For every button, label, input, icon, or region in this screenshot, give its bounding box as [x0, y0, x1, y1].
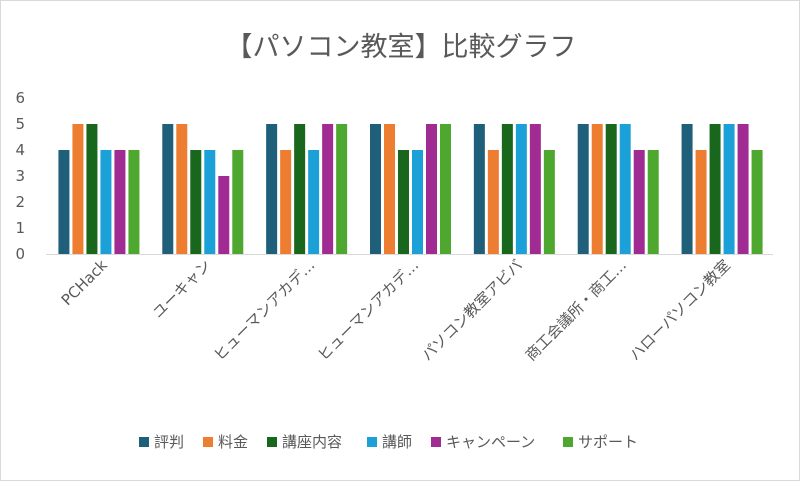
bar: [709, 124, 721, 254]
bar: [737, 124, 749, 254]
bar: [176, 124, 188, 254]
bar: [336, 124, 348, 254]
bar: [647, 150, 659, 254]
bar: [681, 124, 693, 254]
bar: [440, 124, 451, 254]
bar: [72, 124, 84, 254]
bar: [294, 124, 306, 254]
x-tick-label: パソコン教室アビバ: [418, 256, 526, 364]
bar: [266, 124, 278, 254]
bar: [529, 124, 541, 254]
bar: [322, 124, 334, 254]
bar: [370, 124, 381, 254]
bar: [515, 124, 527, 254]
legend-swatch: [563, 437, 573, 447]
y-axis: 0 1 2 3 4 5 6: [15, 89, 25, 263]
legend-swatch: [367, 437, 377, 447]
bar: [232, 150, 244, 254]
bar: [280, 150, 292, 254]
bar: [543, 150, 555, 254]
bar: [619, 124, 631, 254]
legend: 評判 料金 講座内容 講師 キャンペーン サポート: [139, 433, 638, 451]
x-tick-label: ハローパソコン教室: [626, 256, 734, 364]
legend-label: キャンペーン: [446, 433, 535, 451]
chart-title: 【パソコン教室】比較グラフ: [226, 32, 577, 63]
bar: [308, 150, 320, 254]
bar: [412, 150, 423, 254]
bar: [695, 150, 707, 254]
y-tick-label: 0: [15, 245, 25, 263]
bar: [114, 150, 126, 254]
bar: [162, 124, 174, 254]
y-tick-label: 2: [15, 193, 25, 211]
legend-swatch: [267, 437, 277, 447]
y-tick-label: 5: [15, 115, 25, 133]
x-tick-label: ユーキャン: [149, 256, 215, 322]
bar: [723, 124, 735, 254]
bar: [128, 150, 140, 254]
bar: [190, 150, 202, 254]
bar: [58, 150, 70, 254]
y-tick-label: 3: [15, 167, 25, 185]
bar: [577, 124, 589, 254]
bar: [633, 150, 645, 254]
x-tick-label: ヒューマンアカデ…: [210, 256, 318, 364]
bar: [501, 124, 513, 254]
bar: [426, 124, 437, 254]
x-tick-label: 商工会議所・商工…: [522, 256, 630, 364]
x-tick-label: PCHack: [58, 256, 111, 309]
legend-swatch: [139, 437, 149, 447]
y-tick-label: 6: [15, 89, 25, 107]
bar: [751, 150, 763, 254]
legend-label: 講師: [382, 433, 412, 451]
y-tick-label: 4: [15, 141, 25, 159]
x-tick-label: ヒューマンアカデ…: [314, 256, 422, 364]
legend-swatch: [431, 437, 441, 447]
bar: [591, 124, 603, 254]
bar: [100, 150, 112, 254]
x-axis: PCHack ユーキャンヒューマンアカデ…ヒューマンアカデ…パソコン教室アビバ商工…: [46, 254, 773, 364]
bar: [218, 176, 230, 254]
bar: [204, 150, 216, 254]
legend-label: 評判: [154, 433, 184, 451]
bar: [487, 150, 499, 254]
legend-swatch: [203, 437, 213, 447]
y-tick-label: 1: [15, 219, 25, 237]
bar: [86, 124, 98, 254]
bar: [384, 124, 395, 254]
legend-label: 講座内容: [282, 433, 342, 451]
bar: [473, 124, 485, 254]
bar-series-group: [58, 124, 763, 254]
legend-label: サポート: [578, 433, 638, 451]
legend-label: 料金: [218, 433, 248, 451]
bar: [398, 150, 409, 254]
bar: [605, 124, 617, 254]
